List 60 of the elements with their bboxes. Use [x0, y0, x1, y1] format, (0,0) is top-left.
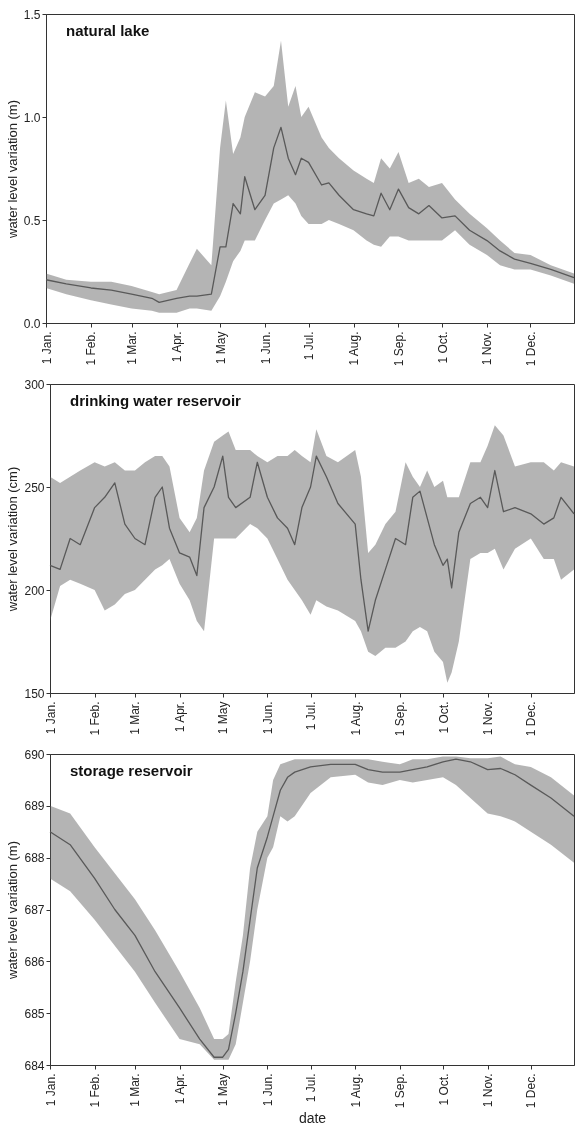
x-tick-label: 1 Jun.: [260, 701, 275, 735]
x-tick-label: 1 Aug.: [347, 331, 362, 366]
y-tick-label: 689: [24, 799, 45, 814]
x-tick-label: 1 Sep.: [393, 701, 408, 737]
x-tick-label: 1 Mar.: [128, 701, 143, 735]
y-tick-label: 690: [24, 747, 45, 762]
x-tick-label: 1 May: [213, 331, 228, 365]
y-tick-label: 0.5: [23, 213, 41, 228]
text: drinking water reservoir: [70, 392, 242, 409]
y-tick-label: 685: [24, 1006, 45, 1021]
x-tick-label: 1 Nov.: [481, 1073, 496, 1108]
x-tick-label: 1 Jan.: [39, 331, 54, 365]
y-tick-label: 1.0: [23, 110, 41, 125]
x-tick-label: 1 Sep.: [391, 331, 406, 367]
line-series: [45, 126, 575, 304]
x-tick-label: 1 Oct.: [436, 701, 451, 734]
x-tick-label: 1 May: [216, 701, 231, 735]
y-tick-label: 150: [24, 686, 45, 701]
x-tick-label: 1 Nov.: [480, 331, 495, 366]
y-tick-label: 300: [24, 377, 45, 392]
x-tick-label: 1 Mar.: [125, 331, 140, 365]
x-tick-label: 1 Jul.: [304, 701, 319, 731]
x-tick-label: 1 Dec.: [524, 1073, 539, 1109]
x-tick-label: 1 Mar.: [128, 1073, 143, 1107]
x-tick-label: 1 Jan.: [43, 701, 58, 735]
x-tick-label: 1 Oct.: [436, 1073, 451, 1106]
x-axis-title: date: [298, 1110, 327, 1127]
x-tick-label: 1 Feb.: [88, 1073, 103, 1108]
x-tick-label: 1 Jul.: [304, 1073, 319, 1103]
x-tick-label: 1 Feb.: [84, 331, 99, 366]
y-tick-label: 688: [24, 851, 45, 866]
text: natural lake: [66, 22, 150, 39]
y-axis-title: water level variation (m): [4, 100, 20, 239]
x-tick-label: 1 Nov.: [481, 701, 496, 736]
x-tick-label: 1 Jun.: [260, 1073, 275, 1107]
x-tick-label: 1 Apr.: [173, 1073, 188, 1105]
x-tick-label: 1 Apr.: [173, 701, 188, 733]
y-axis-title: water level variation (cm): [5, 466, 21, 613]
y-tick-label: 684: [24, 1058, 45, 1073]
y-axis-title: water level variation (m): [5, 841, 21, 980]
x-tick-label: 1 Jan.: [43, 1073, 58, 1107]
y-tick-label: 686: [24, 954, 45, 969]
x-tick-label: 1 Aug.: [348, 701, 363, 736]
x-tick-label: 1 Jul.: [302, 331, 317, 361]
x-tick-label: 1 Dec.: [523, 331, 538, 367]
text: storage reservoir: [70, 762, 193, 779]
y-tick-label: 1.5: [23, 7, 41, 22]
x-tick-label: 1 Feb.: [88, 701, 103, 736]
y-tick-label: 250: [24, 480, 45, 495]
x-tick-label: 1 Oct.: [435, 331, 450, 364]
x-tick-label: 1 May: [216, 1073, 231, 1107]
line-series: [49, 455, 575, 632]
x-tick-label: 1 Apr.: [170, 331, 185, 363]
y-tick-label: 200: [24, 583, 45, 598]
x-tick-label: 1 Jun.: [258, 331, 273, 365]
x-tick-label: 1 Dec.: [524, 701, 539, 737]
x-tick-label: 1 Aug.: [348, 1073, 363, 1108]
x-tick-label: 1 Sep.: [393, 1073, 408, 1109]
y-tick-label: 0.0: [23, 316, 41, 331]
y-tick-label: 687: [24, 903, 45, 917]
